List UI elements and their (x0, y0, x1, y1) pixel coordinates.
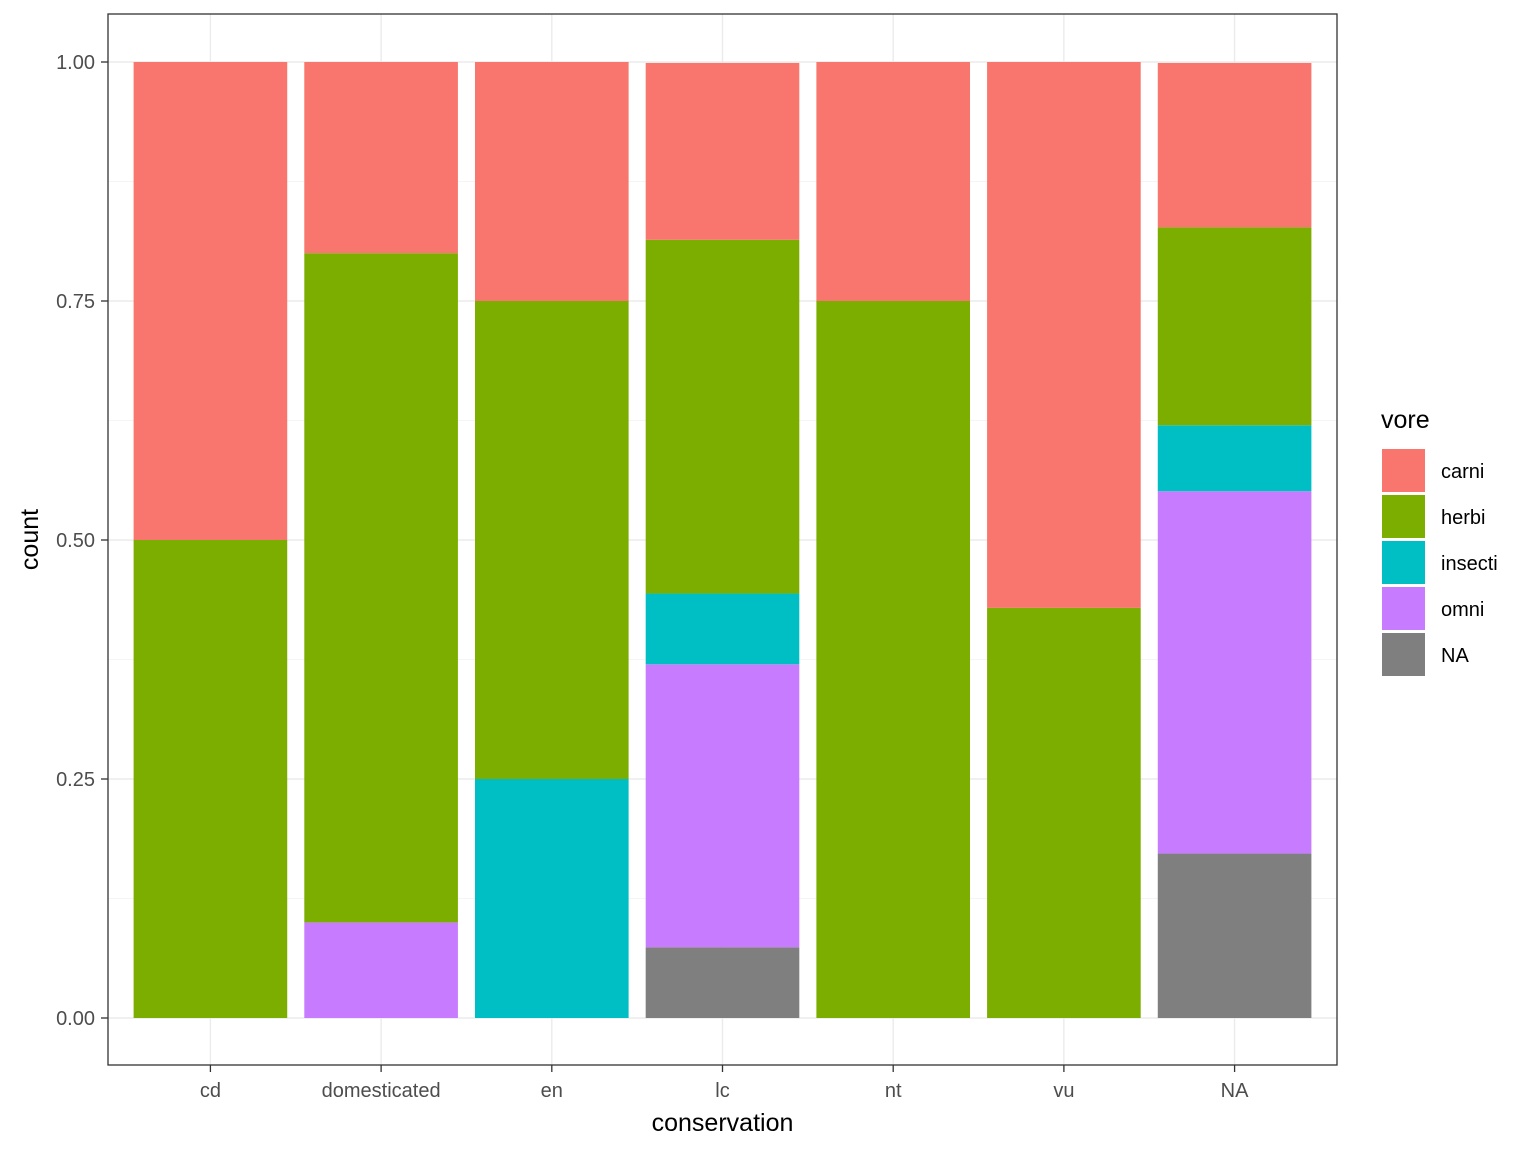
legend-label-herbi: herbi (1441, 507, 1485, 529)
bar-segment-carni-vu (987, 62, 1141, 608)
y-axis-title: count (16, 509, 44, 570)
x-tick-label: lc (715, 1080, 729, 1102)
bar-segment-carni-na (1157, 62, 1312, 228)
bar-segment-na-lc (645, 947, 800, 1018)
y-tick-label: 0.00 (56, 1008, 95, 1030)
legend-key-na (1382, 633, 1425, 676)
bar-segment-insecti-en (474, 779, 629, 1018)
bar-segment-herbi-lc (645, 239, 800, 594)
x-axis-title: conservation (652, 1109, 794, 1137)
legend-key-insecti (1382, 541, 1425, 584)
bar-segment-na-na (1157, 853, 1312, 1018)
bar-segment-herbi-vu (987, 607, 1141, 1018)
legend-label-omni: omni (1441, 599, 1484, 621)
bars (133, 62, 1312, 1018)
legend-key-herbi (1382, 495, 1425, 538)
legend-key-carni (1382, 449, 1425, 492)
legend-title: vore (1381, 406, 1430, 434)
legend-key-omni (1382, 587, 1425, 630)
bar-segment-herbi-na (1157, 227, 1312, 426)
legend: vore carni herbi insecti omni NA (1381, 406, 1498, 676)
y-tick-label: 0.25 (56, 769, 95, 791)
y-tick-label: 0.75 (56, 291, 95, 313)
x-axis: cd domesticated en lc nt vu NA (200, 1065, 1249, 1102)
x-tick-label: cd (200, 1080, 221, 1102)
legend-label-insecti: insecti (1441, 553, 1498, 575)
x-tick-label: nt (885, 1080, 902, 1102)
bar-segment-carni-lc (645, 62, 800, 240)
x-tick-label: NA (1221, 1080, 1249, 1102)
bar-segment-insecti-na (1157, 425, 1312, 492)
bar-segment-omni-domesticated (304, 922, 458, 1018)
y-tick-label: 0.50 (56, 530, 95, 552)
bar-segment-omni-lc (645, 664, 800, 948)
bar-segment-herbi-domesticated (304, 253, 458, 923)
bar-segment-carni-domesticated (304, 62, 458, 254)
bar-segment-carni-en (474, 62, 629, 301)
bar-segment-herbi-nt (816, 301, 971, 1018)
y-axis: 0.00 0.25 0.50 0.75 1.00 (56, 52, 108, 1030)
bar-segment-carni-nt (816, 62, 971, 301)
bar-segment-carni-cd (133, 62, 288, 540)
legend-label-carni: carni (1441, 461, 1484, 483)
x-tick-label: vu (1053, 1080, 1074, 1102)
y-tick-label: 1.00 (56, 52, 95, 74)
bar-segment-insecti-lc (645, 593, 800, 665)
bar-segment-herbi-cd (133, 540, 288, 1018)
x-tick-label: en (541, 1080, 563, 1102)
bar-segment-herbi-en (474, 301, 629, 779)
legend-label-na: NA (1441, 645, 1469, 667)
x-tick-label: domesticated (322, 1080, 441, 1102)
bar-segment-omni-na (1157, 491, 1312, 854)
